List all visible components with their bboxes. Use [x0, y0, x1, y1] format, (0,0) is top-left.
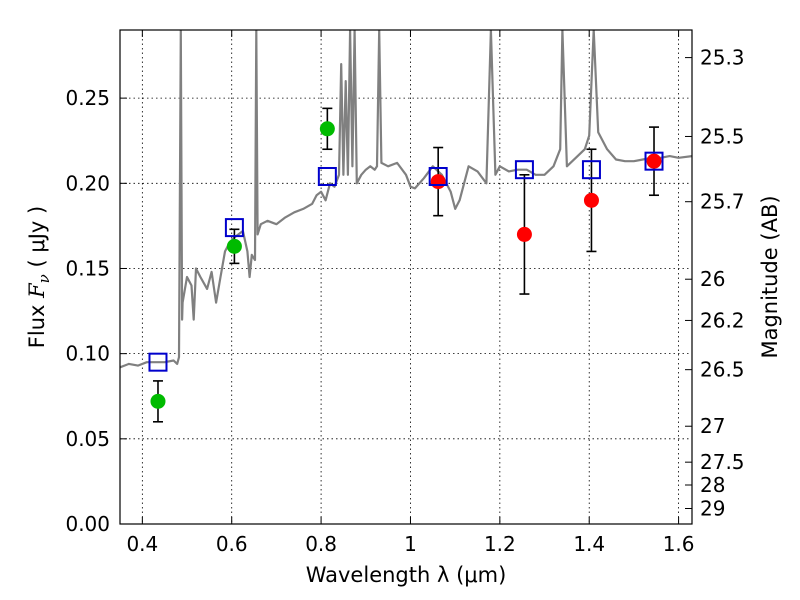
x-tick-label: 1.4	[573, 532, 605, 556]
y2-tick-label: 29	[700, 496, 725, 520]
y-axis-title-unit: ( μJy )	[25, 206, 49, 274]
tick-layer: 0.4 0.6 0.8 1 1.2 1.4 1.6 0.00 0.05 0.10 0.15 0.20 0…	[65, 30, 745, 556]
x-axis-title: Wavelength λ (μm)	[306, 563, 507, 587]
y-tick-label: 0.20	[65, 171, 110, 195]
model-square	[148, 352, 168, 372]
plot-frame	[119, 29, 693, 525]
x-tick-label: 0.4	[126, 532, 158, 556]
right-axis-title: Magnitude (AB)	[758, 195, 782, 358]
green-data-point	[150, 393, 166, 409]
model-square	[428, 166, 448, 186]
model-square	[514, 160, 534, 180]
y2-tick-label: 26	[700, 267, 725, 291]
y-axis-title-symbol: F	[25, 282, 49, 299]
y2-tick-label: 28	[700, 473, 725, 497]
x-tick-label: 1	[404, 532, 417, 556]
y2-tick-label: 26.5	[700, 358, 745, 382]
red-data-point	[646, 153, 662, 169]
y-axis-title-prefix: Flux	[25, 298, 49, 348]
red-data-point	[583, 192, 599, 208]
model-square	[317, 166, 337, 186]
grid-layer	[120, 30, 692, 525]
y2-tick-label: 25.5	[700, 124, 745, 148]
model-square	[644, 151, 664, 171]
y2-tick-label: 25.3	[700, 46, 745, 70]
x-tick-label: 0.8	[305, 532, 337, 556]
y2-tick-label: 25.7	[700, 190, 745, 214]
y-axis-title: Flux Fν ( μJy )	[25, 206, 53, 348]
y-axis-title-subscript: ν	[35, 274, 53, 283]
model-square	[581, 160, 601, 180]
y2-tick-label: 27.5	[700, 450, 745, 474]
y2-tick-label: 26.2	[700, 308, 745, 332]
green-data-point	[319, 121, 335, 137]
x-tick-label: 1.2	[484, 532, 516, 556]
y-tick-label: 0.10	[65, 342, 110, 366]
data-layer	[120, 30, 692, 423]
green-data-point	[226, 238, 242, 254]
x-tick-label: 1.6	[663, 532, 695, 556]
y-tick-label: 0.05	[65, 427, 110, 451]
y-tick-label: 0.15	[65, 256, 110, 280]
spectrum-line	[120, 30, 692, 369]
red-data-point	[430, 174, 446, 190]
y-tick-label: 0.25	[65, 86, 110, 110]
x-tick-label: 0.6	[216, 532, 248, 556]
y-tick-label: 0.00	[65, 512, 110, 536]
red-data-point	[516, 226, 532, 242]
model-square	[224, 218, 244, 238]
y2-tick-label: 27	[700, 414, 725, 438]
